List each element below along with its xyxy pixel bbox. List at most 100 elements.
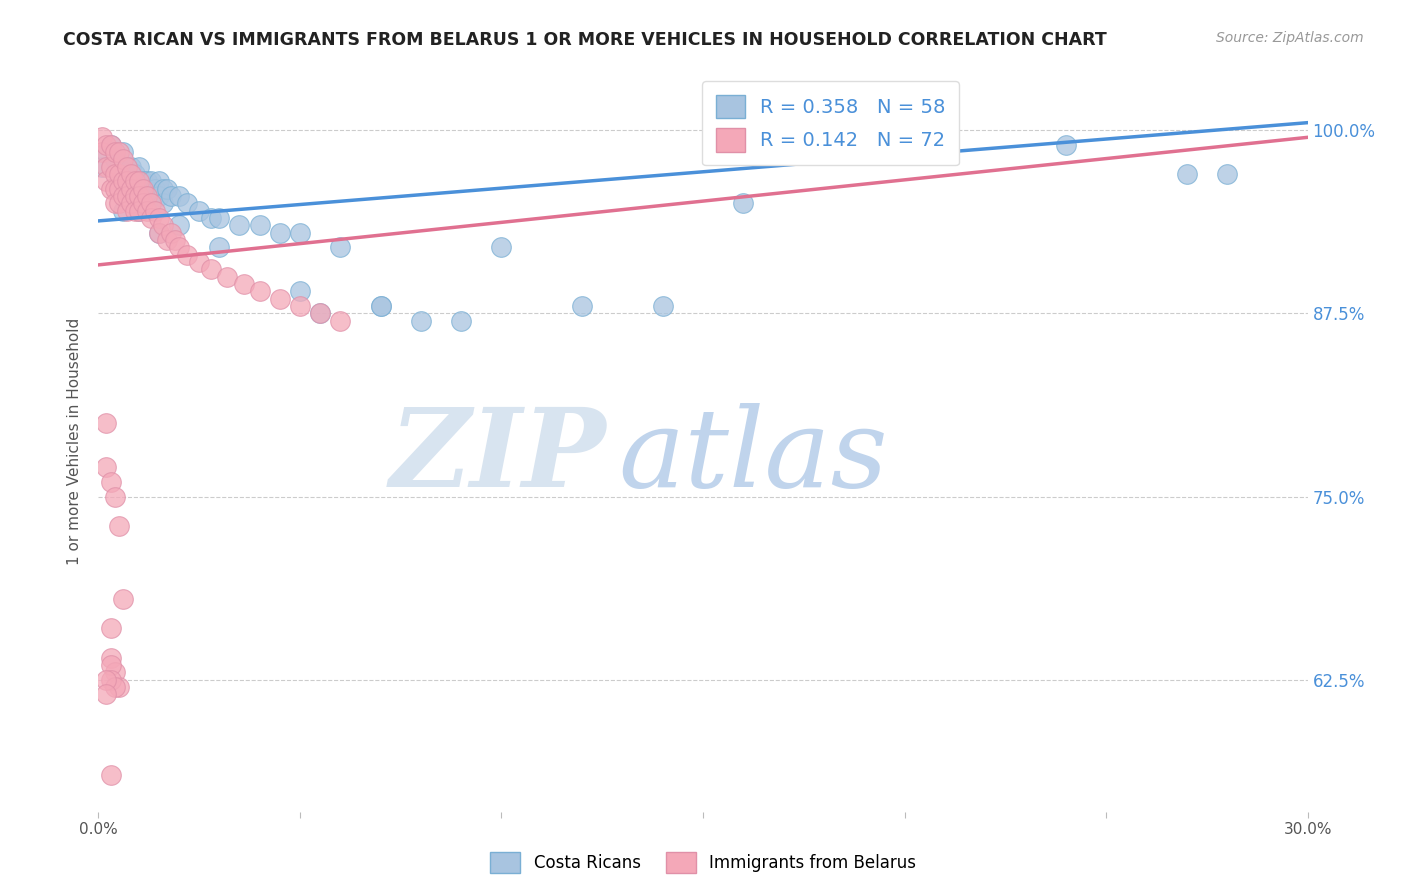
Point	[132, 196, 155, 211]
Point	[111, 189, 134, 203]
Point	[139, 196, 162, 211]
Point	[124, 167, 146, 181]
Point	[128, 203, 150, 218]
Point	[160, 189, 183, 203]
Point	[148, 211, 170, 225]
Point	[100, 622, 122, 636]
Point	[139, 211, 162, 225]
Point	[152, 196, 174, 211]
Point	[111, 203, 134, 218]
Point	[135, 189, 157, 203]
Point	[200, 262, 222, 277]
Point	[491, 240, 513, 254]
Point	[309, 306, 332, 320]
Point	[1054, 137, 1077, 152]
Point	[91, 130, 114, 145]
Point	[107, 680, 129, 694]
Point	[217, 269, 239, 284]
Point	[132, 189, 155, 203]
Point	[96, 460, 118, 475]
Point	[111, 592, 134, 607]
Point	[135, 174, 157, 188]
Point	[107, 160, 129, 174]
Point	[107, 519, 129, 533]
Point	[288, 285, 311, 299]
Point	[208, 211, 231, 225]
Point	[115, 203, 138, 218]
Point	[128, 189, 150, 203]
Point	[269, 226, 291, 240]
Point	[409, 313, 432, 327]
Point	[103, 680, 125, 694]
Point	[115, 174, 138, 188]
Point	[91, 145, 114, 159]
Point	[188, 203, 211, 218]
Point	[156, 233, 179, 247]
Point	[115, 160, 138, 174]
Point	[107, 196, 129, 211]
Point	[120, 181, 142, 195]
Point	[100, 658, 122, 673]
Point	[96, 137, 118, 152]
Point	[115, 181, 138, 195]
Point	[107, 174, 129, 188]
Text: Source: ZipAtlas.com: Source: ZipAtlas.com	[1216, 31, 1364, 45]
Point	[103, 181, 125, 195]
Point	[124, 203, 146, 218]
Point	[96, 688, 118, 702]
Point	[176, 196, 198, 211]
Point	[132, 174, 155, 188]
Point	[103, 490, 125, 504]
Point	[148, 174, 170, 188]
Point	[120, 167, 142, 181]
Point	[96, 416, 118, 430]
Point	[167, 189, 190, 203]
Point	[128, 203, 150, 218]
Point	[450, 313, 472, 327]
Point	[733, 196, 755, 211]
Point	[103, 196, 125, 211]
Point	[152, 181, 174, 195]
Point	[103, 665, 125, 680]
Point	[96, 673, 118, 687]
Point	[115, 160, 138, 174]
Point	[288, 299, 311, 313]
Point	[124, 181, 146, 195]
Point	[100, 650, 122, 665]
Point	[103, 167, 125, 181]
Point	[128, 181, 150, 195]
Point	[128, 160, 150, 174]
Point	[100, 137, 122, 152]
Point	[135, 181, 157, 195]
Point	[120, 160, 142, 174]
Point	[249, 285, 271, 299]
Point	[111, 145, 134, 159]
Text: ZIP: ZIP	[389, 402, 606, 510]
Point	[96, 160, 118, 174]
Point	[200, 211, 222, 225]
Point	[329, 313, 352, 327]
Point	[143, 181, 166, 195]
Text: COSTA RICAN VS IMMIGRANTS FROM BELARUS 1 OR MORE VEHICLES IN HOUSEHOLD CORRELATI: COSTA RICAN VS IMMIGRANTS FROM BELARUS 1…	[63, 31, 1107, 49]
Point	[103, 153, 125, 167]
Point	[103, 145, 125, 159]
Point	[893, 130, 915, 145]
Point	[1175, 167, 1198, 181]
Point	[96, 174, 118, 188]
Point	[269, 292, 291, 306]
Point	[111, 174, 134, 188]
Point	[309, 306, 332, 320]
Point	[124, 189, 146, 203]
Point	[124, 174, 146, 188]
Point	[100, 160, 122, 174]
Point	[370, 299, 392, 313]
Y-axis label: 1 or more Vehicles in Household: 1 or more Vehicles in Household	[67, 318, 83, 566]
Point	[571, 299, 593, 313]
Point	[115, 189, 138, 203]
Point	[96, 145, 118, 159]
Point	[107, 145, 129, 159]
Point	[132, 181, 155, 195]
Point	[107, 181, 129, 195]
Point	[135, 203, 157, 218]
Point	[100, 768, 122, 782]
